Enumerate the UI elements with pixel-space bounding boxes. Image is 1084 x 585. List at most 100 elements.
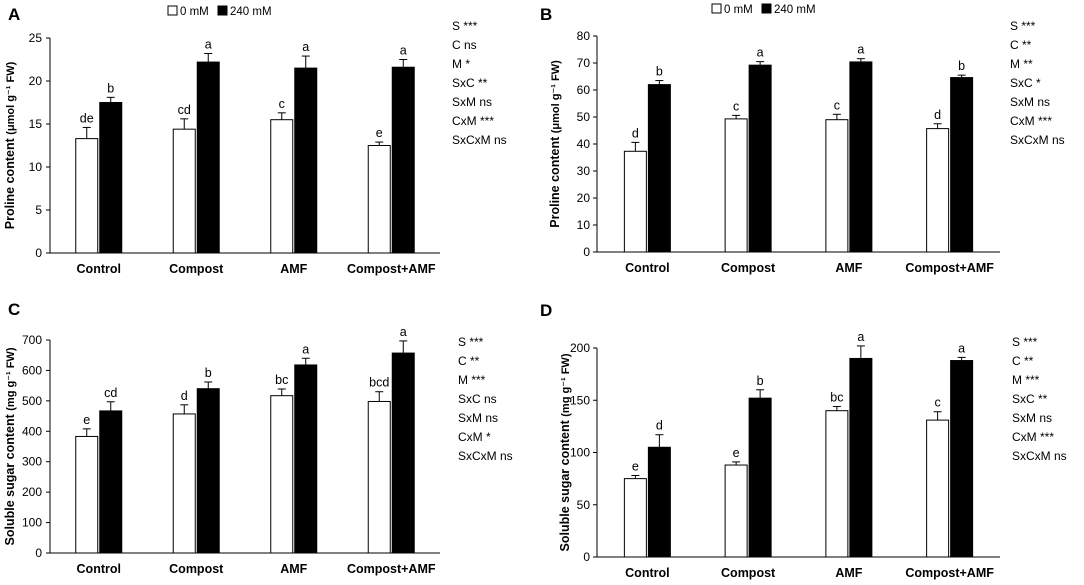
significance-letter: bc [275, 373, 288, 387]
y-axis-label-unit: (μmol g⁻¹ FW) [5, 61, 17, 134]
stat-line: S *** [1012, 335, 1038, 349]
bar-240mm [196, 61, 220, 254]
y-axis-label: Soluble sugar content (mg g⁻¹ FW) [3, 347, 17, 545]
y-axis-label-unit: (mg g⁻¹ FW) [560, 353, 572, 417]
significance-letter: d [632, 126, 639, 140]
bar-0mm [172, 128, 196, 254]
significance-letter: b [107, 81, 114, 95]
significance-letter: a [400, 325, 407, 339]
y-tick-label: 5 [35, 203, 42, 217]
significance-letter: b [205, 366, 212, 380]
bar-240mm [391, 66, 415, 254]
bar-240mm [294, 67, 318, 254]
stat-line: SxC ns [458, 392, 497, 406]
stat-line: C ns [452, 38, 477, 52]
significance-letter: b [757, 374, 764, 388]
legend-label: 0 mM [180, 6, 209, 18]
y-tick-label: 0 [583, 550, 590, 564]
y-tick-label: 700 [22, 333, 42, 347]
significance-letter: bc [830, 391, 843, 405]
y-axis-label-text: Proline content [548, 133, 562, 227]
stat-line: M ** [1010, 57, 1033, 71]
x-category-label: AMF [835, 261, 862, 275]
significance-letter: a [302, 342, 309, 356]
y-axis-label: Proline content (μmol g⁻¹ FW) [548, 60, 562, 228]
bar-240mm [99, 410, 123, 554]
significance-letter: e [632, 459, 639, 473]
panel-letter: A [8, 5, 20, 24]
significance-letter: a [757, 46, 764, 60]
x-category-label: Compost+AMF [905, 261, 994, 275]
significance-letter: d [656, 419, 663, 433]
y-axis-label-text: Proline content [3, 135, 17, 229]
significance-letter: e [83, 413, 90, 427]
y-tick-label: 100 [22, 516, 42, 530]
stat-line: SxCxM ns [1010, 133, 1065, 147]
stat-line: M * [452, 57, 470, 71]
legend-swatch [711, 3, 722, 14]
chart-panel-b: B 0 10 20 30 40 50 60 70 80 Proline content (μmol … [540, 5, 1065, 275]
stat-line: C ** [1010, 38, 1032, 52]
legend-swatch [167, 5, 178, 16]
significance-letter: a [958, 341, 965, 355]
x-category-label: Compost [169, 262, 224, 276]
stat-line: S *** [458, 335, 484, 349]
y-axis-label-unit: (mg g⁻¹ FW) [5, 347, 17, 411]
significance-letter: a [857, 43, 864, 57]
y-tick-label: 100 [570, 446, 590, 460]
y-tick-label: 70 [577, 56, 591, 70]
stat-line: C ** [1012, 354, 1034, 368]
legend: 0 mM 240 mM [711, 3, 816, 16]
significance-letter: c [834, 98, 840, 112]
y-tick-label: 500 [22, 394, 42, 408]
legend-label: 0 mM [724, 4, 753, 16]
y-axis-label-text: Soluble sugar content [3, 411, 17, 546]
stat-line: SxC ** [1012, 392, 1048, 406]
bar-240mm [196, 388, 220, 554]
x-category-label: Control [77, 562, 121, 576]
bar-240mm [950, 77, 974, 253]
y-axis-label-unit: (μmol g⁻¹ FW) [550, 60, 562, 133]
bar-240mm [849, 357, 873, 558]
significance-letter: b [656, 65, 663, 79]
chart-panel-a: A 0 5 10 15 20 25 Proline content (μmol g⁻¹ FW)… [3, 5, 507, 276]
bar-0mm [724, 118, 748, 253]
significance-letter: cd [104, 386, 117, 400]
legend: 0 mM 240 mM [167, 5, 272, 18]
y-axis-label-text: Soluble sugar content [558, 417, 572, 552]
legend-swatch [761, 3, 772, 14]
x-category-label: Compost [721, 566, 776, 580]
stat-line: SxM ns [1010, 95, 1050, 109]
bar-0mm [825, 119, 849, 253]
bar-0mm [75, 138, 99, 254]
bar-0mm [623, 150, 647, 253]
bar-0mm [270, 395, 294, 554]
significance-letter: a [857, 330, 864, 344]
bar-240mm [849, 61, 873, 253]
bar-0mm [623, 478, 647, 558]
x-category-label: Control [625, 261, 669, 275]
y-tick-label: 10 [577, 218, 591, 232]
stat-line: M *** [1012, 373, 1040, 387]
significance-letter: de [80, 111, 94, 125]
bar-240mm [99, 102, 123, 254]
bar-0mm [270, 119, 294, 254]
significance-letter: c [733, 99, 739, 113]
legend-label: 240 mM [774, 4, 816, 16]
y-tick-label: 300 [22, 455, 42, 469]
y-tick-label: 50 [577, 498, 591, 512]
stat-line: SxM ns [1012, 411, 1052, 425]
bar-0mm [367, 145, 391, 254]
y-axis-label: Proline content (μmol g⁻¹ FW) [3, 61, 17, 229]
bar-0mm [75, 435, 99, 554]
y-tick-label: 60 [577, 83, 591, 97]
bar-240mm [294, 364, 318, 554]
y-tick-label: 30 [577, 164, 591, 178]
bar-0mm [825, 410, 849, 558]
y-tick-label: 15 [29, 117, 43, 131]
significance-letter: e [733, 446, 740, 460]
significance-letter: c [279, 97, 285, 111]
y-tick-label: 200 [22, 485, 42, 499]
